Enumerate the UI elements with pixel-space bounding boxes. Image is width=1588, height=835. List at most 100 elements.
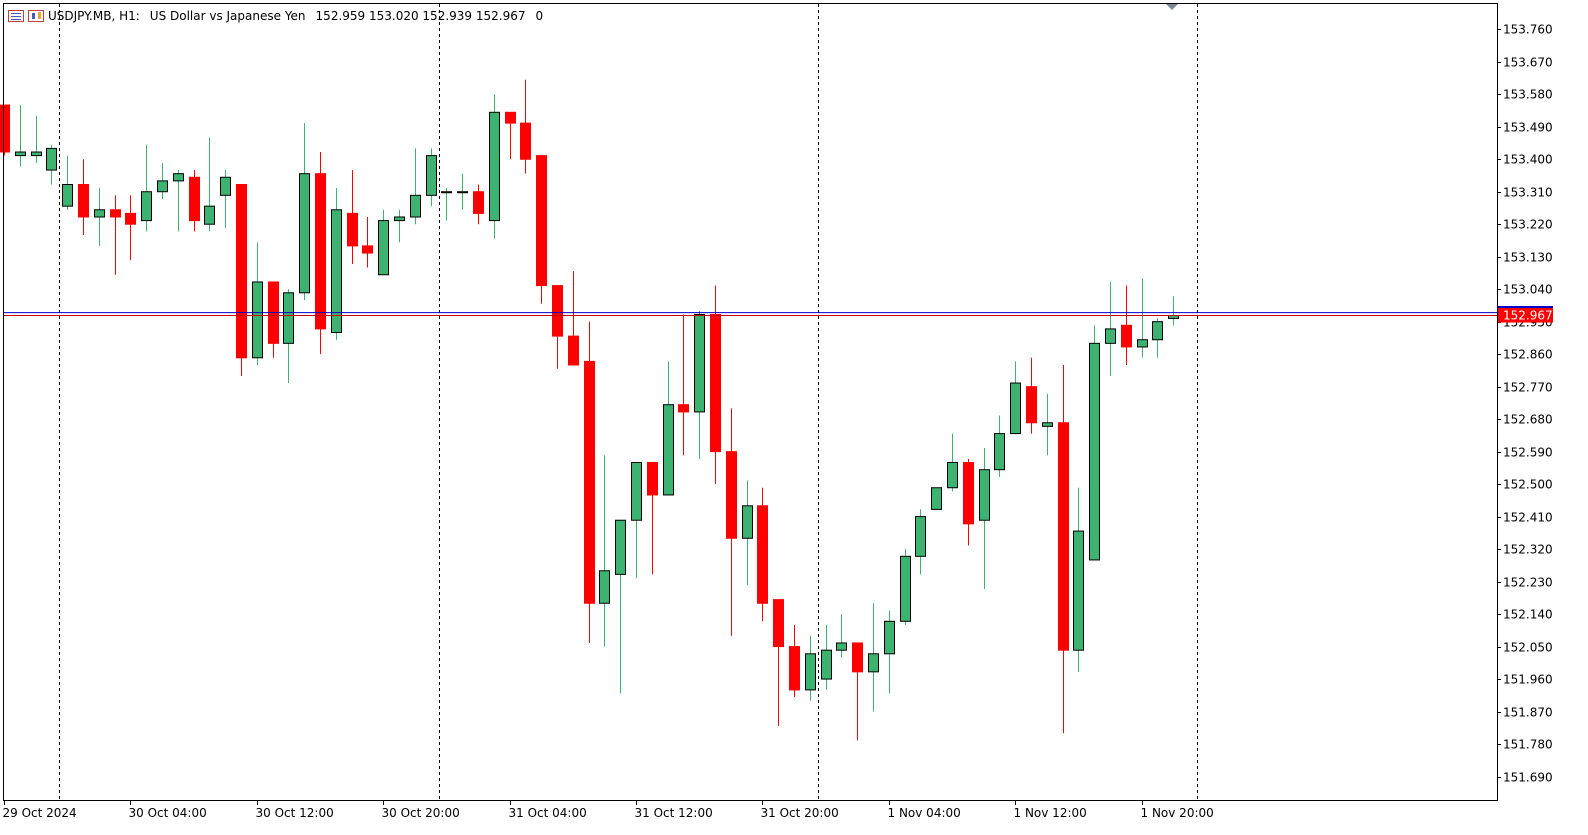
candle: [694, 310, 705, 459]
candle: [1152, 318, 1163, 358]
candle-body: [441, 191, 452, 194]
candle: [331, 188, 342, 340]
bid-ask-lines: [4, 312, 1497, 317]
candle-body: [204, 205, 215, 225]
candle-body: [584, 360, 595, 604]
candle: [378, 209, 389, 276]
symbol-list-icon[interactable]: [8, 10, 24, 22]
candle: [868, 603, 879, 712]
candle-body: [1137, 339, 1148, 348]
time-tick-label: 1 Nov 12:00: [1014, 806, 1087, 820]
candle-body: [868, 653, 879, 673]
plot-frame: [3, 3, 1498, 801]
price-tick-label: 153.580: [1503, 88, 1553, 102]
candle-body: [742, 505, 753, 539]
candle-body: [299, 173, 310, 294]
time-tick-label: 1 Nov 20:00: [1141, 806, 1214, 820]
candle-body: [1105, 328, 1116, 344]
candle-body: [157, 180, 168, 193]
price-tick-label: 152.770: [1503, 381, 1553, 395]
time-tick-label: 30 Oct 12:00: [256, 806, 334, 820]
candle-body: [852, 642, 863, 673]
candle: [915, 509, 926, 575]
price-tick-label: 152.140: [1503, 608, 1553, 622]
candle-body: [1042, 422, 1053, 427]
candle-body: [552, 285, 563, 337]
candle: [884, 610, 895, 694]
candle-body: [821, 649, 832, 680]
candle-body: [694, 313, 705, 413]
candle-body: [347, 212, 358, 247]
candle-body: [1121, 324, 1132, 348]
candle-body: [1073, 530, 1084, 651]
price-tick-label: 152.590: [1503, 446, 1553, 460]
time-tick-label: 31 Oct 20:00: [761, 806, 839, 820]
candle: [0, 104, 10, 156]
candle: [979, 448, 990, 589]
price-tick-label: 153.130: [1503, 251, 1553, 265]
candle-body: [46, 147, 57, 171]
price-tick-label: 153.310: [1503, 186, 1553, 200]
ohlc-values: 152.959 153.020 152.939 152.967: [315, 9, 526, 23]
price-axis[interactable]: 153.760 153.670 153.580 153.490 153.400 153.3…: [1497, 23, 1553, 785]
candle-body: [1152, 321, 1163, 341]
candles: [0, 79, 1179, 741]
price-tick-label: 153.670: [1503, 56, 1553, 70]
candle-body: [283, 292, 294, 344]
candle-body: [62, 183, 73, 207]
candle-body: [536, 155, 547, 287]
candle-body: [520, 122, 531, 160]
candle: [204, 137, 215, 232]
candle-body: [757, 505, 768, 604]
candle: [1168, 296, 1179, 326]
chart-type-icon[interactable]: [28, 10, 44, 22]
chart-header: USDJPY.MB, H1: US Dollar vs Japanese Yen…: [8, 7, 543, 25]
candle: [1073, 487, 1084, 672]
candle: [1026, 357, 1037, 434]
candle: [1010, 361, 1021, 435]
candle-body: [189, 176, 200, 222]
candle-body: [315, 173, 326, 330]
candle-body: [362, 245, 373, 254]
candle: [252, 242, 263, 365]
candle-body: [979, 469, 990, 521]
price-tick-label: 152.320: [1503, 543, 1553, 557]
candle-body: [568, 335, 579, 366]
candle: [457, 173, 468, 210]
time-axis[interactable]: 29 Oct 2024 30 Oct 04:00 30 Oct 12:00 30 Oc…: [3, 801, 1214, 820]
current-price-badge: [1498, 307, 1553, 323]
symbol-timeframe: USDJPY.MB, H1:: [48, 9, 140, 23]
candle-body: [173, 173, 184, 182]
candle-body: [125, 212, 136, 225]
candle: [520, 79, 531, 174]
shift-marker-icon[interactable]: [1166, 4, 1178, 10]
candle: [489, 94, 500, 239]
time-tick-label: 1 Nov 04:00: [888, 806, 961, 820]
current-price-label: 152.967: [1503, 309, 1553, 323]
candle-body: [789, 646, 800, 691]
time-tick-label: 31 Oct 12:00: [635, 806, 713, 820]
candle: [1058, 364, 1069, 734]
candle: [836, 614, 847, 658]
candle-body: [141, 191, 152, 222]
candle: [347, 170, 358, 264]
candle: [678, 314, 689, 456]
candle: [220, 170, 231, 228]
candle: [821, 624, 832, 690]
price-tick-label: 153.400: [1503, 153, 1553, 167]
candle: [410, 148, 421, 225]
candle: [900, 549, 911, 625]
price-tick-label: 153.040: [1503, 283, 1553, 297]
candle: [46, 144, 57, 185]
candle: [299, 123, 310, 301]
candle-body: [615, 519, 626, 575]
price-tick-label: 153.490: [1503, 121, 1553, 135]
candle: [536, 155, 547, 304]
candle: [441, 188, 452, 221]
candle-body: [647, 461, 658, 496]
candle: [947, 433, 958, 492]
candle-body: [710, 313, 721, 453]
candle: [110, 195, 121, 275]
candle: [268, 281, 279, 358]
price-tick-label: 152.500: [1503, 478, 1553, 492]
